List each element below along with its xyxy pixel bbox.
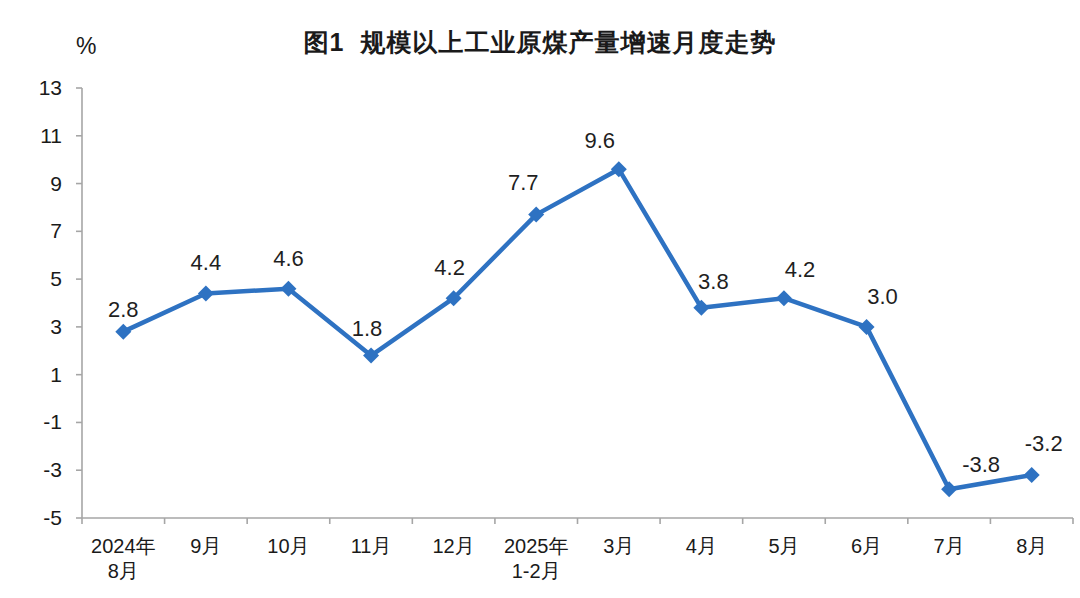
data-label: 7.7 [508, 170, 539, 195]
y-axis-tick-label: -1 [43, 410, 62, 433]
data-point-marker [941, 481, 957, 497]
x-axis-tick-label: 12月 [433, 535, 475, 557]
data-label: -3.8 [962, 452, 1000, 477]
y-axis-tick-label: 1 [50, 363, 62, 386]
data-point-marker [115, 324, 131, 340]
y-axis-tick-label: -3 [43, 458, 62, 481]
x-axis-tick-label: 2024年 [91, 535, 156, 557]
data-label: 4.6 [273, 246, 304, 271]
x-axis-tick-label: 3月 [603, 535, 634, 557]
x-axis-tick-label: 4月 [686, 535, 717, 557]
x-axis-tick-label: 5月 [768, 535, 799, 557]
y-axis-tick-label: -5 [43, 506, 62, 529]
x-axis-tick-label: 8月 [108, 560, 139, 582]
y-axis-tick-label: 13 [39, 76, 62, 99]
line-chart-canvas: 13 11 9 7 5 3 1 -1 -3 -5 2024年 8月 9月 10月 11月 12月 2025年 1-… [0, 0, 1080, 598]
data-label: 3.8 [698, 269, 729, 294]
data-point-marker [859, 319, 875, 335]
x-axis-tick-label: 1-2月 [512, 560, 561, 582]
data-point-marker [198, 285, 214, 301]
y-axis-tick-label: 7 [50, 219, 62, 242]
data-point-marker [776, 290, 792, 306]
x-axis-tick-label: 6月 [851, 535, 882, 557]
data-label: 4.2 [434, 255, 465, 280]
data-label: 1.8 [352, 316, 383, 341]
data-label: 2.8 [108, 297, 139, 322]
data-label: 4.4 [191, 250, 222, 275]
series-line [123, 169, 1031, 489]
x-axis-tick-label: 9月 [190, 535, 221, 557]
y-axis-tick-label: 11 [40, 124, 62, 147]
x-axis-tick-label: 8月 [1016, 535, 1047, 557]
data-label: 9.6 [584, 128, 615, 153]
y-axis-tick-label: 3 [50, 315, 62, 338]
x-axis-tick-label: 7月 [934, 535, 965, 557]
x-axis-tick-label: 11月 [351, 535, 392, 557]
x-axis-tick-label: 2025年 [504, 535, 569, 557]
data-label: -3.2 [1025, 431, 1063, 456]
data-label: 4.2 [785, 257, 816, 282]
y-axis-tick-label: 5 [50, 267, 62, 290]
data-point-marker [1024, 467, 1040, 483]
data-label: 3.0 [867, 284, 898, 309]
y-axis-tick-label: 9 [50, 172, 62, 195]
x-axis-tick-label: 10月 [267, 535, 309, 557]
